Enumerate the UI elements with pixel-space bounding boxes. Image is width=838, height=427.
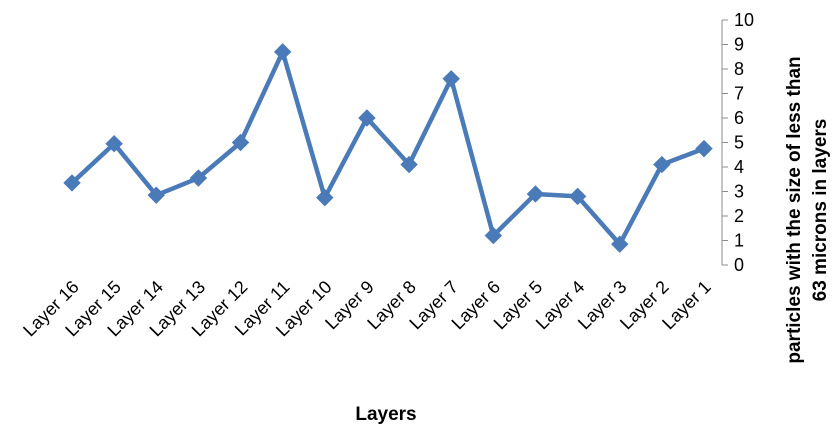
y-tick-label: 5 bbox=[734, 133, 744, 153]
y-tick-label: 8 bbox=[734, 59, 744, 79]
y-axis-title-line-2: 63 microns in layers bbox=[810, 119, 831, 302]
y-tick-label: 7 bbox=[734, 84, 744, 104]
y-tick-label: 6 bbox=[734, 108, 744, 128]
data-point bbox=[63, 174, 81, 192]
y-axis: 0 1 2 3 4 5 6 7 8 9 10 bbox=[721, 10, 754, 275]
series-group bbox=[63, 43, 713, 253]
data-point bbox=[695, 139, 713, 158]
data-point bbox=[105, 135, 123, 153]
data-point bbox=[400, 155, 418, 174]
data-point bbox=[568, 187, 587, 206]
data-point bbox=[316, 188, 334, 207]
data-point bbox=[526, 185, 545, 203]
y-tick-label: 4 bbox=[734, 157, 744, 177]
y-axis-title-line-1: particles with the size of less than bbox=[784, 56, 805, 363]
x-axis-title: Layers bbox=[355, 404, 416, 425]
data-point bbox=[273, 43, 292, 61]
data-point bbox=[231, 133, 250, 152]
y-axis-title: particles with the size of less than 63 … bbox=[784, 56, 831, 363]
data-point bbox=[147, 186, 165, 204]
y-tick-label: 10 bbox=[734, 10, 754, 30]
data-point bbox=[484, 226, 503, 245]
y-tick-label: 3 bbox=[734, 182, 744, 202]
series-line bbox=[69, 49, 707, 247]
data-point bbox=[442, 70, 460, 88]
data-point bbox=[611, 235, 629, 253]
y-tick-label: 9 bbox=[734, 35, 744, 55]
data-point bbox=[189, 169, 208, 187]
data-point bbox=[653, 155, 671, 174]
y-tick-label: 0 bbox=[734, 255, 744, 275]
data-point bbox=[358, 109, 376, 127]
y-tick-label: 2 bbox=[734, 206, 744, 226]
y-tick-label: 1 bbox=[734, 231, 744, 251]
